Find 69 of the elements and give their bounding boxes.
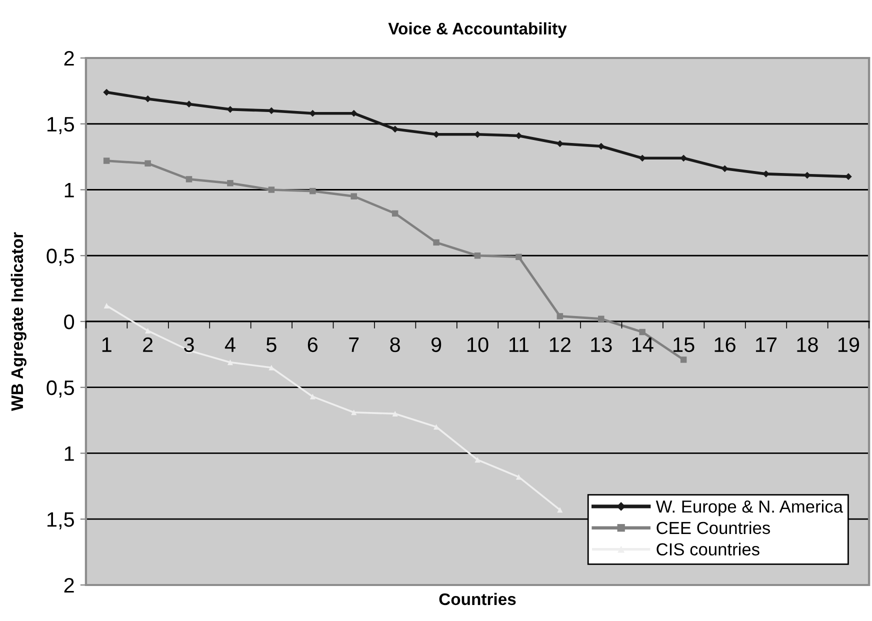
legend-label: CEE Countries [656, 521, 770, 534]
y-tick-label: 2 [64, 51, 74, 66]
y-tick-label: 1,5 [48, 512, 74, 530]
x-tick-label: 10 [468, 337, 488, 352]
point [516, 254, 522, 260]
x-tick-label: 7 [349, 338, 359, 352]
point [474, 252, 481, 259]
point [556, 140, 564, 148]
point [145, 328, 151, 334]
point [433, 239, 440, 246]
point [639, 328, 646, 336]
point [144, 160, 151, 167]
point [762, 170, 770, 178]
point [103, 158, 110, 164]
point [557, 507, 563, 513]
point [680, 154, 688, 162]
point [186, 176, 192, 182]
x-tick-label: 13 [591, 337, 612, 352]
x-tick-label: 4 [224, 338, 236, 352]
x-tick-label: 19 [838, 337, 860, 352]
point [350, 193, 357, 200]
point [144, 95, 152, 102]
y-tick-label: 0 [64, 314, 74, 330]
x-axis-title: Countries [439, 592, 516, 606]
x-tick-label: 17 [756, 338, 777, 352]
point [556, 313, 564, 320]
point [103, 88, 110, 96]
x-tick-label: 6 [308, 337, 318, 352]
point [268, 107, 275, 114]
y-tick-label: 1 [64, 182, 74, 198]
legend-label: CIS countries [656, 542, 760, 556]
point [227, 360, 234, 366]
point [680, 356, 687, 363]
x-tick-label: 2 [143, 337, 153, 352]
point [310, 394, 316, 400]
point [268, 364, 274, 370]
x-tick-label: 11 [509, 338, 529, 352]
y-tick-label: 0,5 [46, 248, 74, 266]
point [516, 474, 522, 480]
x-tick-label: 15 [674, 338, 694, 352]
point [392, 410, 398, 416]
point [310, 188, 316, 194]
x-tick-label: 1 [102, 338, 112, 352]
point [598, 316, 604, 322]
point [104, 302, 110, 308]
y-tick-label: 1 [64, 446, 74, 461]
point [392, 126, 399, 133]
chart-title: Voice & Accountability [388, 22, 567, 38]
y-tick-label: 1,5 [48, 117, 74, 134]
x-tick-label: 12 [550, 337, 570, 352]
y-tick-label: 2 [64, 578, 74, 593]
point [474, 457, 480, 463]
x-tick-label: 9 [431, 337, 442, 352]
point [226, 106, 234, 113]
y-tick-label: 0,5 [46, 380, 74, 398]
point [268, 186, 275, 193]
point [721, 165, 728, 172]
x-tick-label: 3 [184, 337, 194, 352]
x-tick-label: 18 [797, 337, 818, 352]
point [227, 180, 234, 186]
x-tick-label: 16 [714, 337, 736, 352]
point [474, 130, 481, 138]
x-tick-label: 5 [266, 338, 276, 352]
x-tick-label: 14 [632, 338, 654, 352]
y-axis-title: WB Agregate Indicator [10, 232, 26, 411]
x-tick-label: 8 [390, 337, 400, 352]
point [186, 100, 192, 108]
point [392, 210, 398, 217]
legend-label: W. Europe & N. America [656, 500, 843, 516]
